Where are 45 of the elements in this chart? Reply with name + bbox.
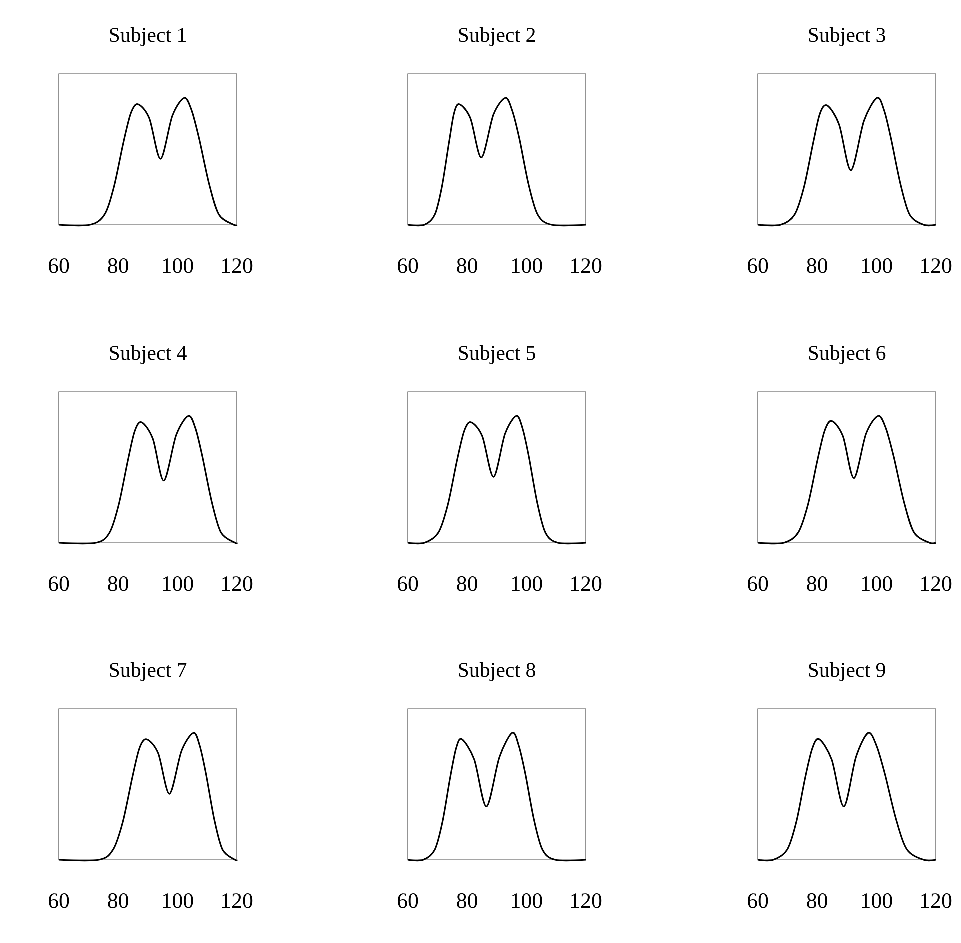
x-tick-label: 100 xyxy=(862,258,892,274)
x-tick-label: 100 xyxy=(163,894,194,908)
chart-title: Subject 5 xyxy=(459,346,536,365)
chart-title: Subject 4 xyxy=(110,346,187,365)
x-tick-label: 100 xyxy=(512,258,542,274)
x-tick-label: 120 xyxy=(222,894,253,908)
x-tick-label: 60 xyxy=(398,258,418,274)
x-tick-label: 100 xyxy=(163,576,194,592)
chart-title: Subject 8 xyxy=(459,662,536,682)
x-tick-label: 120 xyxy=(222,576,253,592)
x-tick-label: 100 xyxy=(163,258,194,274)
x-tick-label: 60 xyxy=(398,894,418,908)
x-tick-label: 120 xyxy=(921,894,952,908)
x-tick-label: 120 xyxy=(571,576,602,592)
chart-title: Subject 7 xyxy=(110,662,187,682)
x-tick-label: 80 xyxy=(807,258,828,274)
x-tick-label: 80 xyxy=(457,894,478,908)
x-tick-label: 60 xyxy=(748,576,768,592)
x-tick-label: 100 xyxy=(512,576,542,592)
chart-title: Subject 2 xyxy=(459,28,536,46)
x-tick-label: 120 xyxy=(571,258,602,274)
x-tick-label: 120 xyxy=(921,258,952,274)
x-tick-label: 60 xyxy=(48,258,70,274)
x-tick-label: 80 xyxy=(457,258,478,274)
chart-title: Subject 1 xyxy=(110,28,186,46)
x-tick-label: 80 xyxy=(457,576,478,592)
x-tick-label: 80 xyxy=(108,258,128,274)
x-tick-label: 60 xyxy=(398,576,418,592)
x-tick-label: 60 xyxy=(48,576,70,592)
x-tick-label: 120 xyxy=(222,258,253,274)
chart-title: Subject 9 xyxy=(809,662,886,682)
x-tick-label: 80 xyxy=(108,576,128,592)
x-tick-label: 80 xyxy=(807,576,828,592)
x-tick-label: 60 xyxy=(48,894,70,908)
chart-title: Subject 6 xyxy=(809,346,886,365)
x-tick-label: 80 xyxy=(108,894,128,908)
x-tick-label: 120 xyxy=(921,576,952,592)
x-tick-label: 100 xyxy=(862,894,892,908)
x-tick-label: 60 xyxy=(748,258,768,274)
x-tick-label: 80 xyxy=(807,894,828,908)
x-tick-label: 60 xyxy=(748,894,768,908)
x-tick-label: 100 xyxy=(512,894,542,908)
x-tick-label: 100 xyxy=(862,576,892,592)
chart-title: Subject 3 xyxy=(809,28,886,46)
x-tick-label: 120 xyxy=(571,894,602,908)
